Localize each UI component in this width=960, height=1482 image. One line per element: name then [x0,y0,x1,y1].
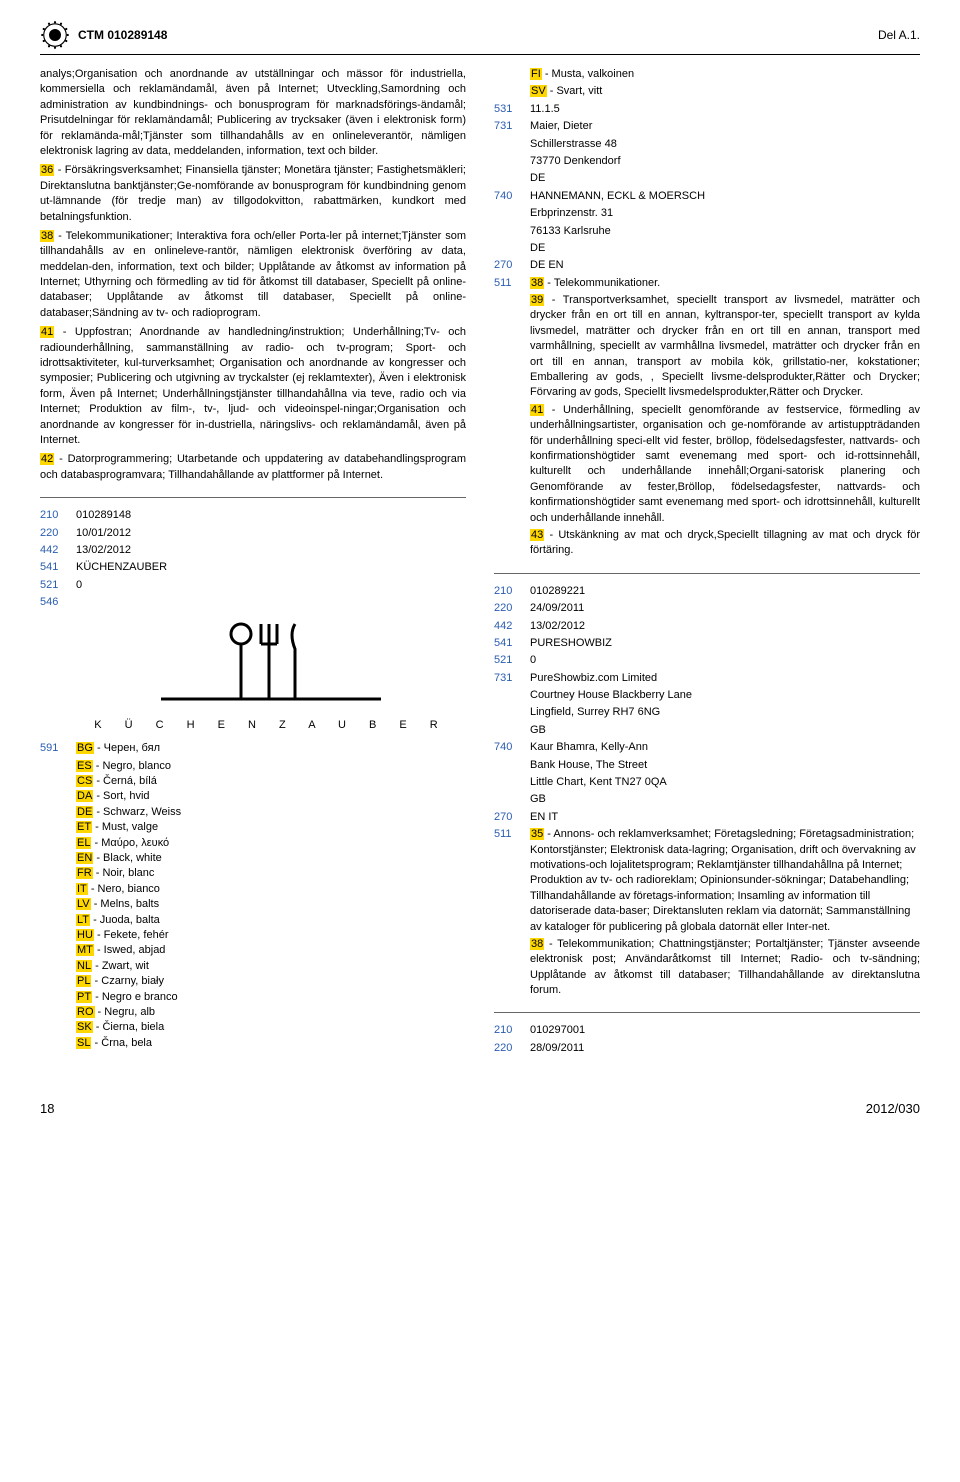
header-left: CTM 010289148 [40,20,167,50]
color-list: ES - Negro, blancoCS - Černá, bíláDA - S… [40,759,466,1051]
right-column: FI - Musta, valkoinen SV - Svart, vitt 5… [494,67,920,1070]
color-line: SL - Črna, bela [76,1036,466,1051]
main-columns: analys;Organisation och anordnande av ut… [40,67,920,1070]
class-36: 36 - Försäkringsverksamhet; Finansiella … [40,163,466,225]
page-number: 18 [40,1100,54,1118]
figure-letters: K Ü C H E N Z A U B E R [76,718,466,733]
color-line: RO - Negru, alb [76,1005,466,1020]
trademark-figure: K Ü C H E N Z A U B E R [76,619,466,734]
ctm-number: CTM 010289148 [78,27,167,44]
eu-logo [40,20,70,50]
color-line: CS - Černá, bílá [76,774,466,789]
color-line: ES - Negro, blanco [76,759,466,774]
color-line: EN - Black, white [76,851,466,866]
color-line: DA - Sort, hvid [76,789,466,804]
separator [494,1012,920,1013]
class-39: 39 - Transportverksamhet, speciellt tran… [530,293,920,401]
color-line: DE - Schwarz, Weiss [76,805,466,820]
class-41r: 41 - Underhållning, speciellt genomföran… [530,403,920,526]
class-42: 42 - Datorprogrammering; Utarbetande och… [40,452,466,483]
separator [494,573,920,574]
class-38: 38 - Telekommunikationer; Interaktiva fo… [40,229,466,321]
color-line: LT - Juoda, balta [76,913,466,928]
color-line: FR - Noir, blanc [76,866,466,881]
left-column: analys;Organisation och anordnande av ut… [40,67,466,1070]
color-line: PT - Negro e branco [76,990,466,1005]
color-line: SK - Čierna, biela [76,1020,466,1035]
color-line: IT - Nero, bianco [76,882,466,897]
section-label: Del A.1. [878,27,920,44]
class-38b: 38 - Telekommunikation; Chattningstjänst… [530,937,920,999]
class-41: 41 - Uppfostran; Anordnande av handledni… [40,325,466,448]
intro-text: analys;Organisation och anordnande av ut… [40,67,466,159]
color-line: LV - Melns, balts [76,897,466,912]
record-pureshowbiz: 210010289221 22024/09/2011 44213/02/2012… [494,584,920,999]
page-header: CTM 010289148 Del A.1. [40,20,920,55]
record-kuchenzauber: 210010289148 22010/01/2012 44213/02/2012… [40,508,466,1051]
color-line: NL - Zwart, wit [76,959,466,974]
color-line: HU - Fekete, fehér [76,928,466,943]
page-footer: 18 2012/030 [40,1100,920,1118]
color-line: ET - Must, valge [76,820,466,835]
entry-top-right: FI - Musta, valkoinen SV - Svart, vitt 5… [494,67,920,559]
color-line: PL - Czarny, biały [76,974,466,989]
color-line: MT - Iswed, abjad [76,943,466,958]
color-line: EL - Μαύρο, λευκό [76,836,466,851]
record-010297001: 210010297001 22028/09/2011 [494,1023,920,1056]
utensils-drawing [161,619,381,709]
separator [40,497,466,498]
class-43: 43 - Utskänkning av mat och dryck,Specie… [530,528,920,559]
issue-number: 2012/030 [866,1100,920,1118]
entry-top-left: analys;Organisation och anordnande av ut… [40,67,466,483]
